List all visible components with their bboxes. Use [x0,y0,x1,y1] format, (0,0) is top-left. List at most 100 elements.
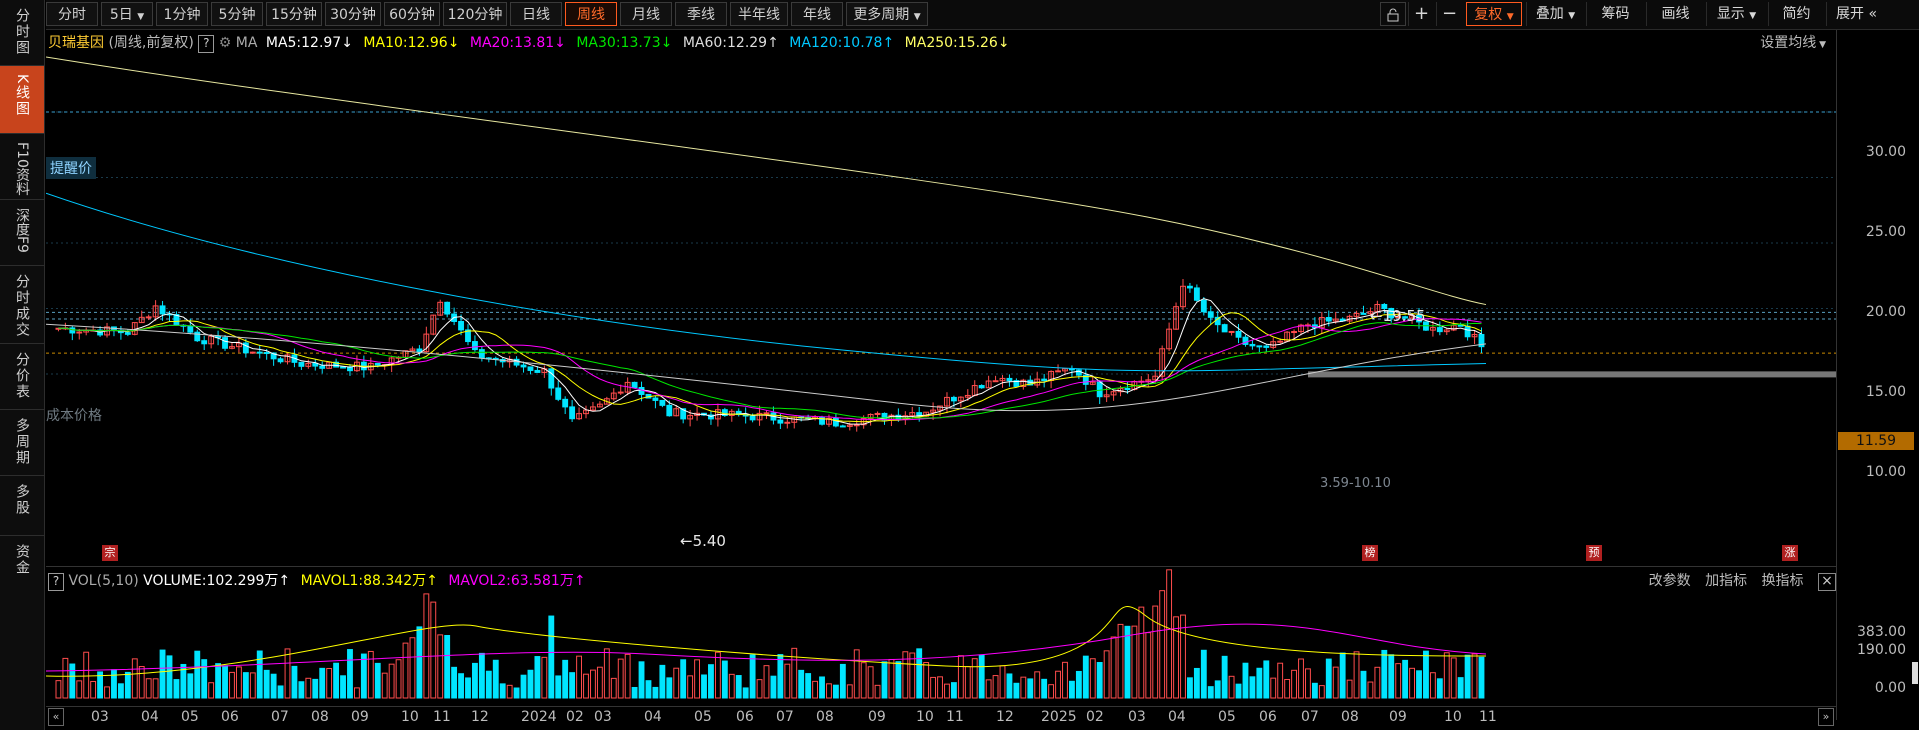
tab-15min[interactable]: 15分钟 [266,2,322,26]
candle-body [909,412,916,417]
volume-bar [548,615,555,699]
volume-bar [1381,649,1388,699]
volume-bar [465,677,471,699]
time-axis-label: 05 [1218,709,1236,725]
volume-bar [305,677,312,699]
tab-1min[interactable]: 1分钟 [156,2,208,26]
event-marker-zhang[interactable]: 涨 [1782,545,1798,561]
candle-body [617,391,624,394]
event-marker-zong[interactable]: 宗 [102,545,118,561]
volume-bar [1450,657,1457,699]
edit-params-button[interactable]: 改参数 [1648,573,1691,589]
volume-bar [624,653,631,699]
tab-60min[interactable]: 60分钟 [384,2,440,26]
candle-body [659,399,666,406]
tab-intraday[interactable]: 分时 [46,2,98,26]
expand-button[interactable]: 展开 « [1826,2,1886,26]
candle-body [985,380,992,389]
volume-bar [867,666,874,699]
help-button[interactable]: ? [198,35,215,53]
nav-kline[interactable]: K线图 [0,66,44,134]
candle-body [305,362,312,367]
volume-bar [485,670,492,699]
tab-120min[interactable]: 120分钟 [443,2,507,26]
candle-body [777,419,784,424]
event-marker-bang[interactable]: 榜 [1362,545,1378,561]
tab-30min[interactable]: 30分钟 [325,2,381,26]
scroll-right-icon[interactable]: » [1818,708,1834,726]
alert-price-label[interactable]: 提醒价 [46,157,96,179]
candle-body [1318,317,1325,329]
zoom-in-button[interactable]: + [1408,2,1434,26]
tab-daily[interactable]: 日线 [510,2,562,26]
tab-5day[interactable]: 5日 ▼ [101,2,153,26]
lock-icon[interactable] [1380,2,1406,26]
time-axis-label: 11 [946,709,964,725]
tab-monthly[interactable]: 月线 [620,2,672,26]
volume-bar [1068,680,1075,699]
vol-help-button[interactable]: ? [48,573,64,591]
draw-button[interactable]: 画线 [1646,2,1704,26]
scroll-left-icon[interactable]: « [48,708,64,726]
gear-icon[interactable]: ⚙ [218,35,232,51]
volume-bar [610,677,617,699]
nav-price-table[interactable]: 分价表 [0,344,44,410]
nav-multi-period[interactable]: 多周期 [0,410,44,476]
vertical-scroll-handle[interactable] [1912,662,1918,684]
event-marker-yu[interactable]: 预 [1586,545,1602,561]
nav-trades[interactable]: 分时成交 [0,266,44,344]
volume-bar [603,648,610,699]
tab-yearly[interactable]: 年线 [791,2,843,26]
volume-bar [284,648,291,699]
overlay-button[interactable]: 叠加 ▼ [1526,2,1584,26]
tab-quarterly[interactable]: 季线 [675,2,727,26]
tab-weekly[interactable]: 周线 [565,2,617,26]
adjust-button[interactable]: 复权 ▼ [1466,2,1522,26]
nav-funds[interactable]: 资金 [0,536,44,596]
candle-body [235,342,242,348]
candle-body [1242,336,1249,345]
volume-bar [256,650,263,699]
volume-bar [381,672,388,699]
candle-body [1006,377,1013,382]
kline-chart[interactable] [46,56,1836,706]
candle-body [1228,330,1235,333]
candle-body [444,301,451,315]
ma120-line [46,192,1487,372]
volume-bar [402,642,409,699]
volume-bar [1374,666,1381,699]
candle-body [978,385,985,389]
ma20-line [58,318,1482,421]
volume-bar [62,657,69,699]
display-button[interactable]: 显示 ▼ [1706,2,1766,26]
zoom-out-button[interactable]: − [1436,2,1462,26]
volume-bar [1471,653,1478,699]
simple-button[interactable]: 简约 [1768,2,1824,26]
volume-bar [978,654,985,699]
mavol1-line [46,606,1487,677]
tab-5min[interactable]: 5分钟 [211,2,263,26]
nav-trades-label: 分时成交 [14,274,30,338]
close-icon[interactable]: × [1818,573,1836,591]
volume-bar [1353,651,1360,699]
tab-more-periods[interactable]: 更多周期 ▼ [846,2,928,26]
candle-body [1332,318,1339,322]
volume-bar [971,658,978,699]
nav-multi-stock[interactable]: 多股 [0,476,44,536]
volume-bar [819,676,825,699]
nav-f9[interactable]: 深度F9 [0,200,44,266]
candle-body [319,365,326,369]
volume-bar [76,680,83,699]
volume-bar [1180,614,1186,699]
volume-bar [631,686,638,699]
tab-halfyear[interactable]: 半年线 [730,2,788,26]
switch-indicator-button[interactable]: 换指标 [1761,573,1804,589]
nav-intraday[interactable]: 分时图 [0,0,44,66]
volume-bar [229,671,235,699]
set-ma-button[interactable]: 设置均线 ▼ [1760,30,1826,58]
candle-body [1166,328,1173,350]
chips-button[interactable]: 筹码 [1586,2,1644,26]
candle-body [1402,316,1409,319]
nav-f10[interactable]: F10资料 [0,134,44,200]
add-indicator-button[interactable]: 加指标 [1705,573,1748,589]
